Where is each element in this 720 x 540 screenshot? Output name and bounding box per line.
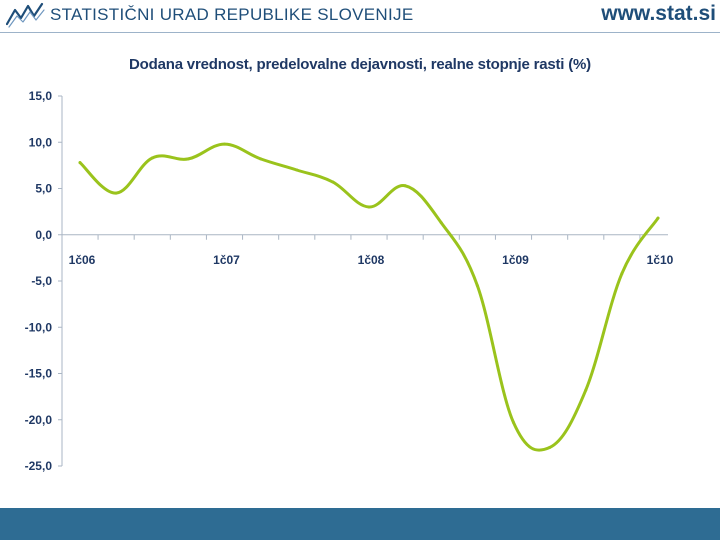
y-tick-label: -5,0: [31, 274, 52, 288]
data-point: [584, 388, 588, 392]
zigzag-logo-icon: [6, 2, 45, 28]
y-tick-label: -20,0: [25, 413, 53, 427]
data-point: [475, 284, 479, 288]
x-tick-label: 1č06: [69, 253, 96, 267]
data-point: [656, 216, 660, 220]
y-tick-label: 15,0: [29, 89, 53, 103]
data-point: [186, 157, 190, 161]
data-point: [403, 184, 407, 188]
series-layer: [78, 142, 660, 452]
data-point: [367, 205, 371, 209]
data-point: [259, 157, 263, 161]
data-point: [512, 421, 515, 425]
data-point: [223, 142, 226, 146]
data-point: [150, 156, 154, 160]
site-url[interactable]: www.stat.si: [601, 2, 716, 25]
x-axis: 1č06 1č07 1č08 1č09 1č10: [62, 234, 674, 267]
y-tick-label: 5,0: [35, 182, 52, 196]
x-tick-label: 1č08: [358, 253, 385, 267]
data-point: [620, 272, 624, 276]
y-axis: 15,0 10,0 5,0 0,0 -5,0 -10,0 -15,0 -20,0 -25,0: [25, 89, 63, 473]
chart-title: Dodana vrednost, predelovalne dejavnosti…: [129, 56, 591, 73]
y-tick-label: -25,0: [25, 459, 53, 473]
x-tick-label: 1č10: [647, 253, 674, 267]
y-tick-label: -10,0: [25, 320, 53, 334]
data-point: [548, 446, 552, 449]
y-tick-label: 0,0: [35, 228, 52, 242]
org-name: STATISTIČNI URAD REPUBLIKE SLOVENIJE: [50, 5, 414, 24]
data-point: [331, 180, 335, 184]
data-point: [78, 161, 82, 165]
y-tick-label: -15,0: [25, 367, 53, 381]
x-tick-label: 1č07: [213, 253, 240, 267]
footer-bar: [0, 508, 720, 540]
y-tick-label: 10,0: [29, 135, 53, 149]
data-point: [114, 191, 118, 195]
x-tick-label: 1č09: [502, 253, 529, 267]
data-point: [295, 168, 299, 172]
header: STATISTIČNI URAD REPUBLIKE SLOVENIJE www…: [0, 0, 720, 34]
data-point: [439, 221, 443, 225]
series-line: [78, 142, 660, 452]
header-divider: [0, 32, 720, 33]
